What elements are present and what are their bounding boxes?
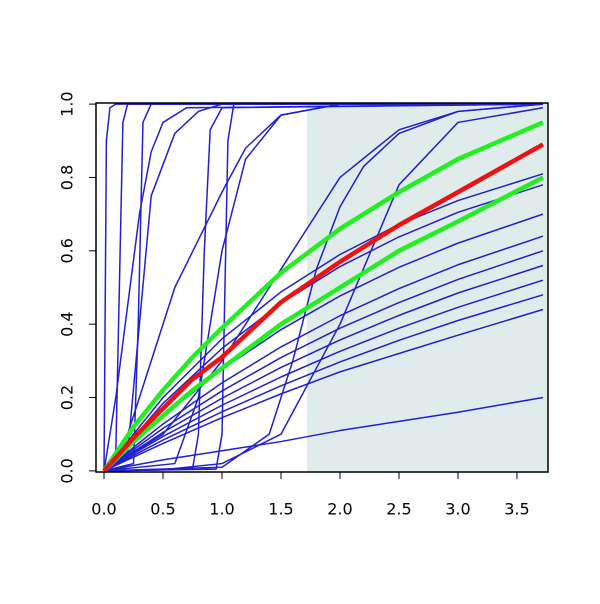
series-line bbox=[103, 173, 544, 472]
plot-area bbox=[102, 103, 548, 472]
x-tick-label: 1.0 bbox=[209, 500, 234, 519]
x-tick-label: 0.0 bbox=[91, 500, 116, 519]
series-line bbox=[103, 103, 543, 472]
series-line bbox=[103, 279, 544, 472]
series-line bbox=[103, 235, 544, 472]
series-line bbox=[103, 103, 543, 472]
x-tick-label: 1.5 bbox=[268, 500, 293, 519]
series-line bbox=[102, 142, 545, 472]
series-line bbox=[103, 396, 544, 472]
series-line bbox=[103, 103, 543, 472]
series-line bbox=[103, 184, 544, 472]
series-line bbox=[103, 308, 544, 472]
series-line bbox=[103, 103, 543, 472]
x-tick-label: 2.5 bbox=[386, 500, 411, 519]
x-tick-label: 3.5 bbox=[504, 500, 529, 519]
series-line bbox=[103, 294, 544, 472]
y-tick-label: 1.0 bbox=[58, 91, 77, 116]
y-tick-label: 0.8 bbox=[58, 165, 77, 190]
y-tick-label: 0.2 bbox=[58, 385, 77, 410]
x-tick-label: 0.5 bbox=[150, 500, 175, 519]
series-line bbox=[102, 175, 544, 472]
series-line bbox=[103, 264, 544, 472]
plot-frame bbox=[95, 102, 549, 473]
y-tick-label: 0.6 bbox=[58, 238, 77, 263]
y-tick-label: 0.4 bbox=[58, 311, 77, 336]
x-tick-label: 3.0 bbox=[445, 500, 470, 519]
series-line bbox=[104, 107, 544, 472]
series-line bbox=[104, 103, 543, 472]
y-tick-label: 0.0 bbox=[58, 458, 77, 483]
series-line bbox=[102, 120, 544, 472]
x-tick-label: 2.0 bbox=[327, 500, 352, 519]
